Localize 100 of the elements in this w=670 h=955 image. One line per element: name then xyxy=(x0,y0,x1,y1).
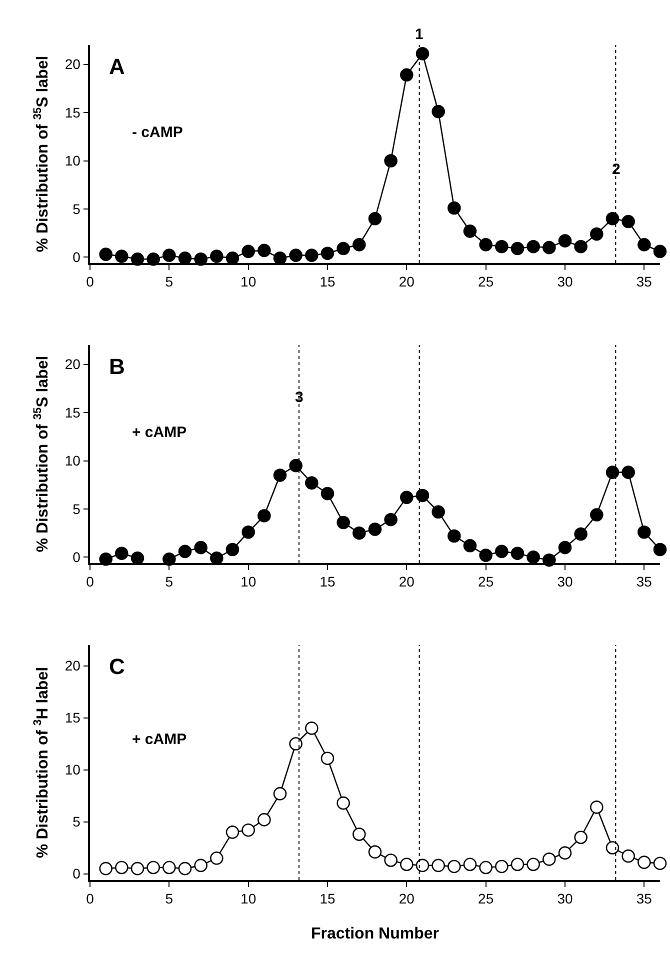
point xyxy=(574,527,588,541)
point xyxy=(526,240,540,254)
y-tick-label: 20 xyxy=(64,356,81,372)
point xyxy=(606,841,620,854)
point xyxy=(448,201,461,215)
x-tick-label: 15 xyxy=(320,274,336,290)
x-tick-label: 0 xyxy=(86,274,94,290)
x-tick-label: 35 xyxy=(636,890,652,907)
point xyxy=(384,512,398,526)
annotation: 3 xyxy=(295,389,304,406)
x-tick-label: 5 xyxy=(165,274,174,290)
x-axis-title: Fraction Number xyxy=(310,926,440,942)
y-tick-label: 20 xyxy=(64,658,81,674)
point xyxy=(162,248,176,262)
x-tick-label: 20 xyxy=(398,574,415,590)
x-tick-label: 30 xyxy=(557,574,573,590)
x-tick-label: 5 xyxy=(165,574,174,590)
point xyxy=(352,828,366,841)
point xyxy=(416,488,430,502)
point xyxy=(463,224,477,238)
annotation: + cAMP xyxy=(132,731,187,748)
annotation: - cAMP xyxy=(132,124,183,141)
y-tick-label: 5 xyxy=(72,500,81,517)
point xyxy=(352,526,366,540)
point xyxy=(479,548,492,562)
point xyxy=(289,458,302,472)
x-tick-label: 0 xyxy=(86,574,94,590)
point xyxy=(574,240,588,254)
point xyxy=(495,860,508,874)
point xyxy=(590,508,604,522)
point xyxy=(210,250,224,263)
chart-title: A xyxy=(109,54,125,79)
point xyxy=(542,852,556,866)
point xyxy=(400,858,414,872)
point xyxy=(653,244,667,258)
point xyxy=(622,849,635,863)
point xyxy=(162,860,176,874)
point xyxy=(510,242,524,256)
point xyxy=(510,546,524,560)
point xyxy=(653,856,667,870)
point xyxy=(273,252,287,265)
x-tick-label: 35 xyxy=(636,274,652,290)
point xyxy=(558,540,572,554)
x-tick-label: 10 xyxy=(240,890,256,907)
y-tick-label: 10 xyxy=(64,762,81,778)
point xyxy=(130,552,144,565)
point xyxy=(384,154,398,168)
point xyxy=(178,544,192,558)
y-tick-label: 10 xyxy=(64,452,81,469)
y-tick-label: 10 xyxy=(64,152,81,169)
point xyxy=(210,552,224,565)
point xyxy=(558,234,572,248)
point xyxy=(242,823,255,837)
x-tick-label: 30 xyxy=(557,890,573,907)
x-tick-label: 20 xyxy=(398,890,415,907)
point xyxy=(258,813,271,826)
x-tick-label: 35 xyxy=(636,574,652,590)
point xyxy=(305,248,318,262)
point xyxy=(622,466,635,479)
point xyxy=(289,248,302,262)
point xyxy=(495,544,508,558)
x-tick-label: 25 xyxy=(478,890,494,907)
point xyxy=(463,858,477,872)
point xyxy=(542,240,556,254)
point xyxy=(320,246,334,260)
point xyxy=(115,250,128,263)
chart-title: C xyxy=(109,654,125,679)
point xyxy=(305,722,318,735)
point xyxy=(178,862,192,876)
y-tick-label: 15 xyxy=(64,710,81,726)
point xyxy=(638,238,651,252)
point xyxy=(448,860,461,874)
point xyxy=(305,476,318,490)
point xyxy=(590,227,604,241)
y-tick-label: 15 xyxy=(64,404,81,420)
point xyxy=(115,860,128,874)
point xyxy=(432,104,445,118)
point xyxy=(400,68,414,82)
point xyxy=(226,826,240,839)
point xyxy=(242,525,255,539)
y-tick-label: 20 xyxy=(64,56,81,72)
y-tick-label: 5 xyxy=(72,814,81,830)
point xyxy=(606,466,620,479)
x-tick-label: 20 xyxy=(398,274,415,290)
annotation: 1 xyxy=(415,26,424,43)
point xyxy=(130,862,144,876)
point xyxy=(448,529,461,543)
point xyxy=(432,858,445,872)
point xyxy=(258,244,271,258)
point xyxy=(336,242,350,256)
x-tick-label: 15 xyxy=(320,890,336,907)
point xyxy=(574,830,588,844)
point xyxy=(638,856,651,869)
point xyxy=(368,522,382,536)
annotation: + cAMP xyxy=(132,424,187,441)
x-tick-label: 10 xyxy=(240,274,256,290)
point xyxy=(463,538,477,552)
y-tick-label: 0 xyxy=(72,249,81,266)
point xyxy=(194,540,208,554)
point xyxy=(336,516,350,530)
